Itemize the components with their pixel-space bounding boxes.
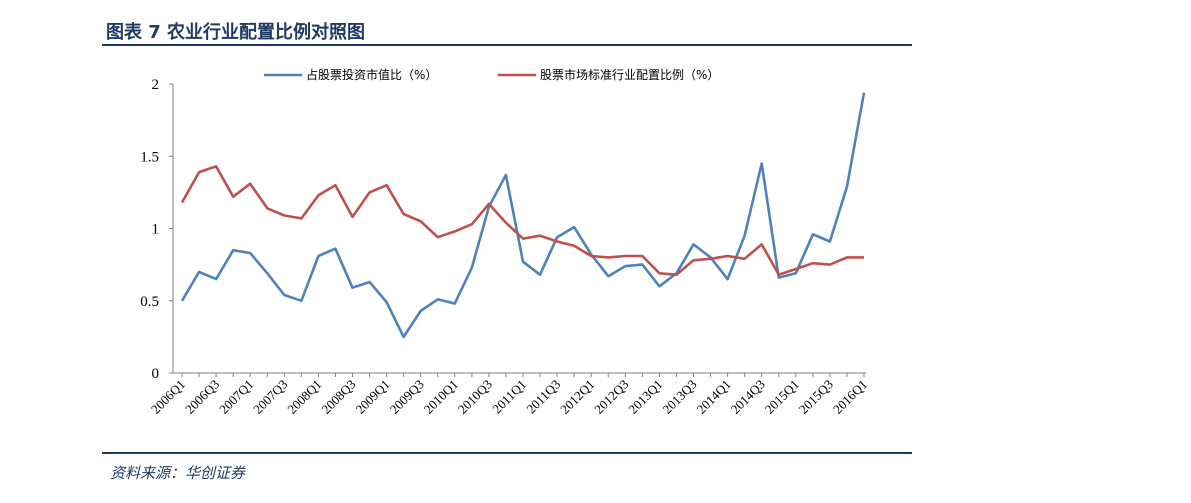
x-tick-label: 2010Q1 (421, 377, 461, 417)
y-tick-label: 1.5 (140, 149, 159, 165)
legend-label-2: 股票市场标准行业配置比例（%） (540, 67, 719, 82)
x-tick-label: 2010Q3 (455, 377, 495, 417)
source-rule (102, 452, 912, 454)
x-tick-label: 2015Q3 (796, 377, 836, 417)
y-tick-label: 1 (152, 222, 160, 238)
x-tick-label: 2014Q1 (693, 377, 733, 417)
x-tick-label: 2012Q1 (557, 377, 597, 417)
source-note: 资料来源：华创证券 (110, 464, 246, 482)
x-tick-label: 2013Q1 (625, 377, 665, 417)
x-tick-label: 2008Q1 (284, 377, 324, 417)
x-tick-label: 2011Q1 (489, 377, 529, 417)
x-tick-label: 2012Q3 (591, 377, 631, 417)
y-axis-ticks: 0 0.5 1 1.5 2 (140, 77, 173, 382)
x-tick-label: 2015Q1 (762, 377, 802, 417)
figure-title: 图表 7 农业行业配置比例对照图 (106, 22, 366, 43)
chart-axes (172, 84, 866, 374)
x-tick-label: 2013Q3 (659, 377, 699, 417)
y-tick-label: 2 (152, 77, 160, 93)
legend-label-1: 占股票投资市值比（%） (306, 67, 437, 82)
x-tick-label: 2008Q3 (318, 377, 358, 417)
series-line-1 (180, 92, 866, 339)
series-lines (180, 92, 866, 339)
x-axis-ticks: 2006Q12006Q32007Q12007Q32008Q12008Q32009… (148, 373, 870, 417)
x-tick-label: 2016Q1 (830, 377, 870, 417)
chart-legend: 占股票投资市值比（%） 股票市场标准行业配置比例（%） (264, 67, 719, 82)
x-tick-label: 2006Q3 (182, 377, 222, 417)
title-rule (102, 44, 912, 46)
y-tick-label: 0 (152, 366, 160, 382)
x-tick-label: 2007Q1 (216, 377, 256, 417)
series-line-2 (180, 165, 864, 276)
y-tick-label: 0.5 (140, 294, 159, 310)
x-tick-label: 2009Q1 (352, 377, 392, 417)
x-tick-label: 2006Q1 (148, 377, 188, 417)
x-tick-label: 2014Q3 (728, 377, 768, 417)
x-tick-label: 2011Q3 (523, 377, 563, 417)
x-tick-label: 2007Q3 (250, 377, 290, 417)
x-tick-label: 2009Q3 (387, 377, 427, 417)
